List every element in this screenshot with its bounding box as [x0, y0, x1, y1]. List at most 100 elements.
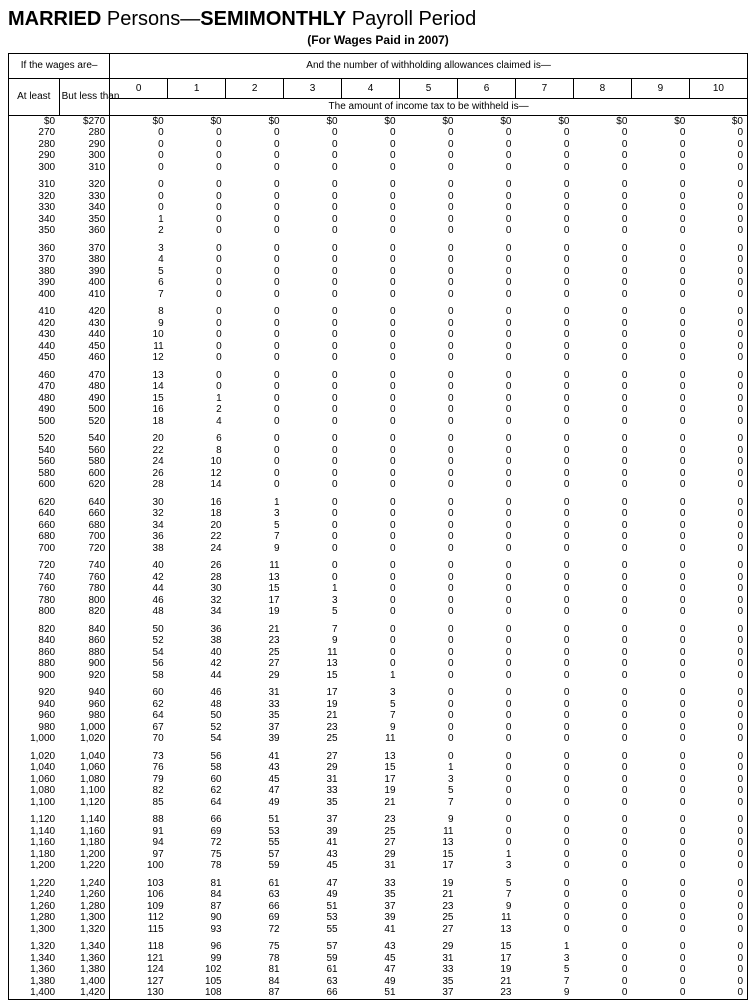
tax-cell: 0 — [631, 953, 689, 965]
tax-cell: 0 — [515, 878, 573, 890]
wage-cell: 860 — [9, 647, 60, 659]
tax-cell: 0 — [342, 543, 400, 555]
table-row: 40041070000000000 — [9, 289, 748, 301]
tax-cell: 19 — [400, 878, 458, 890]
tax-cell: 0 — [515, 468, 573, 480]
wage-cell: 700 — [9, 543, 60, 555]
tax-cell: 0 — [110, 127, 168, 139]
tax-cell: 0 — [342, 127, 400, 139]
wage-cell: 370 — [59, 243, 110, 255]
tax-cell: 5 — [342, 699, 400, 711]
tax-cell: 0 — [110, 179, 168, 191]
tax-cell: 67 — [110, 722, 168, 734]
tax-cell: 43 — [284, 849, 342, 861]
wage-cell: 300 — [59, 150, 110, 162]
tax-cell: 0 — [458, 814, 516, 826]
tax-cell: 41 — [226, 751, 284, 763]
tax-cell: 0 — [573, 254, 631, 266]
tax-cell: 40 — [168, 647, 226, 659]
tax-cell: 0 — [631, 751, 689, 763]
tax-cell: 0 — [226, 433, 284, 445]
tax-cell: 0 — [458, 445, 516, 457]
tax-cell: 3 — [342, 687, 400, 699]
tax-cell: 21 — [284, 710, 342, 722]
tax-cell: 2 — [110, 225, 168, 237]
hdr-col-4: 4 — [342, 78, 400, 99]
tax-cell: 20 — [110, 433, 168, 445]
tax-cell: 23 — [284, 722, 342, 734]
tax-cell: 33 — [284, 785, 342, 797]
tax-cell: 0 — [689, 433, 747, 445]
wage-cell: 1,340 — [59, 941, 110, 953]
tax-cell: 0 — [226, 393, 284, 405]
tax-cell: 30 — [168, 583, 226, 595]
wage-cell: 1,020 — [59, 733, 110, 745]
tax-cell: 0 — [689, 393, 747, 405]
tax-cell: 0 — [226, 416, 284, 428]
tax-cell: 36 — [168, 624, 226, 636]
tax-cell: 0 — [689, 912, 747, 924]
tax-cell: 0 — [515, 849, 573, 861]
tax-cell: 73 — [110, 751, 168, 763]
tax-cell: 0 — [400, 393, 458, 405]
wage-cell: 310 — [59, 162, 110, 174]
tax-cell: 0 — [573, 941, 631, 953]
tax-cell: 0 — [515, 543, 573, 555]
tax-cell: 102 — [168, 964, 226, 976]
tax-cell: 0 — [515, 814, 573, 826]
tax-cell: 0 — [573, 687, 631, 699]
tax-cell: 69 — [168, 826, 226, 838]
tax-cell: 0 — [515, 289, 573, 301]
tax-cell: $0 — [400, 115, 458, 127]
tax-cell: 0 — [226, 243, 284, 255]
tax-cell: 0 — [689, 520, 747, 532]
wage-cell: 360 — [9, 243, 60, 255]
tax-cell: $0 — [342, 115, 400, 127]
tax-cell: 0 — [631, 445, 689, 457]
tax-cell: 0 — [631, 127, 689, 139]
tax-cell: 26 — [168, 560, 226, 572]
tax-cell: 0 — [689, 785, 747, 797]
tax-cell: 0 — [284, 370, 342, 382]
tax-cell: 0 — [515, 797, 573, 809]
wage-cell: 1,140 — [9, 826, 60, 838]
tax-cell: 0 — [342, 572, 400, 584]
tax-cell: 0 — [284, 445, 342, 457]
hdr-col-9: 9 — [631, 78, 689, 99]
tax-cell: 63 — [226, 889, 284, 901]
tax-cell: 0 — [110, 191, 168, 203]
wage-cell: 1,180 — [9, 849, 60, 861]
tax-cell: 24 — [168, 543, 226, 555]
tax-cell: 0 — [284, 531, 342, 543]
tax-cell: 0 — [400, 468, 458, 480]
tax-cell: 90 — [168, 912, 226, 924]
table-row: 490500162000000000 — [9, 404, 748, 416]
tax-cell: 54 — [110, 647, 168, 659]
wage-cell: 620 — [59, 479, 110, 491]
tax-cell: 0 — [515, 139, 573, 151]
tax-cell: 0 — [573, 699, 631, 711]
wage-cell: 560 — [59, 445, 110, 457]
tax-cell: 0 — [631, 774, 689, 786]
tax-cell: 0 — [400, 329, 458, 341]
tax-cell: 34 — [168, 606, 226, 618]
tax-cell: 0 — [284, 162, 342, 174]
wage-cell: 410 — [9, 306, 60, 318]
tax-cell: 0 — [515, 497, 573, 509]
tax-cell: 27 — [342, 837, 400, 849]
tax-cell: 11 — [226, 560, 284, 572]
tax-cell: 0 — [573, 560, 631, 572]
table-row: 1,0401,0607658432915100000 — [9, 762, 748, 774]
tax-cell: 0 — [515, 924, 573, 936]
tax-cell: 0 — [689, 306, 747, 318]
tax-cell: 0 — [400, 381, 458, 393]
tax-cell: 45 — [284, 860, 342, 872]
tax-cell: 0 — [689, 751, 747, 763]
tax-cell: 0 — [573, 751, 631, 763]
tax-cell: 0 — [284, 254, 342, 266]
tax-cell: 38 — [110, 543, 168, 555]
wage-cell: 960 — [9, 710, 60, 722]
wage-cell: 1,120 — [59, 797, 110, 809]
tax-cell: 0 — [458, 150, 516, 162]
tax-cell: 0 — [400, 370, 458, 382]
